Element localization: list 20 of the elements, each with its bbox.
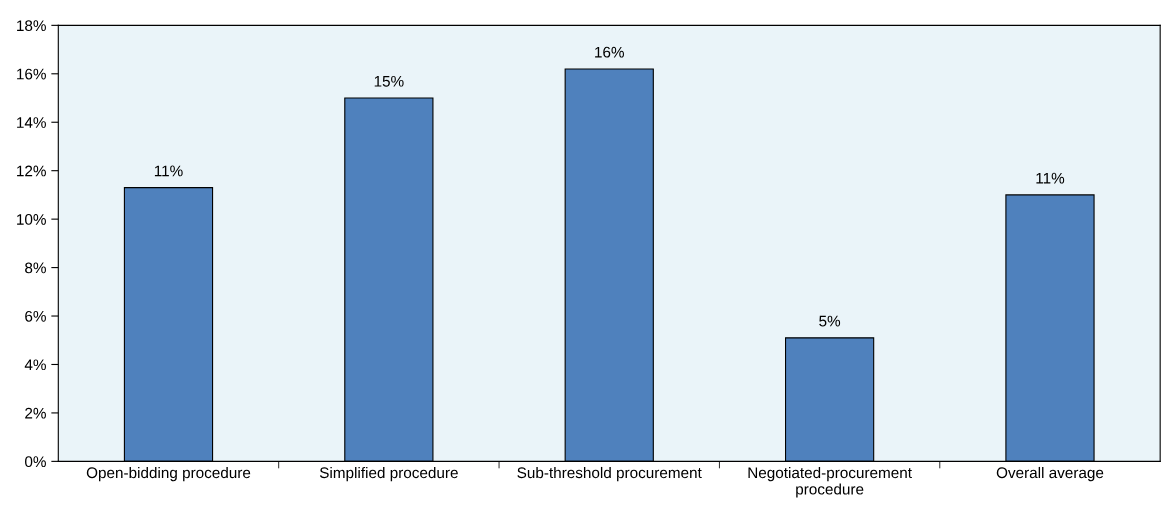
x-tick-label: Open-bidding procedure <box>86 466 251 482</box>
data-label: 11% <box>154 165 183 177</box>
data-label: 5% <box>819 315 841 327</box>
data-label: 16% <box>595 46 624 58</box>
y-tick-label: 4% <box>24 359 46 371</box>
x-tick-label: Sub-threshold procurement <box>517 466 702 482</box>
y-tick-label: 8% <box>25 262 46 274</box>
y-tick-label: 12% <box>17 165 46 177</box>
y-tick-label: 2% <box>25 407 46 419</box>
y-tick-label: 6% <box>25 310 46 322</box>
data-label: 11% <box>1036 172 1065 184</box>
y-tick-label: 18% <box>17 20 46 32</box>
data-label: 15% <box>374 75 404 87</box>
y-tick-label: 10% <box>17 214 46 225</box>
x-tick-label: Negotiated-procurement procedure <box>748 466 912 498</box>
y-tick-label: 0% <box>25 456 46 468</box>
y-tick-label: 16% <box>17 68 46 80</box>
y-tick-label: 14% <box>17 117 46 128</box>
x-tick-label: Simplified procedure <box>319 466 458 482</box>
x-tick-label: Overall average <box>996 466 1104 482</box>
